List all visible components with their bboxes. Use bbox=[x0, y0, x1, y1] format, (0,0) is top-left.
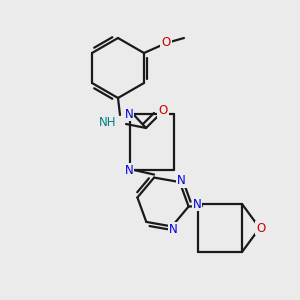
Text: O: O bbox=[256, 221, 266, 235]
Text: NH: NH bbox=[99, 116, 117, 128]
Text: O: O bbox=[158, 104, 168, 118]
Text: N: N bbox=[124, 107, 134, 121]
Text: N: N bbox=[169, 223, 177, 236]
Text: O: O bbox=[161, 37, 171, 50]
Text: N: N bbox=[124, 164, 134, 176]
Text: N: N bbox=[193, 197, 201, 211]
Text: N: N bbox=[177, 174, 186, 187]
